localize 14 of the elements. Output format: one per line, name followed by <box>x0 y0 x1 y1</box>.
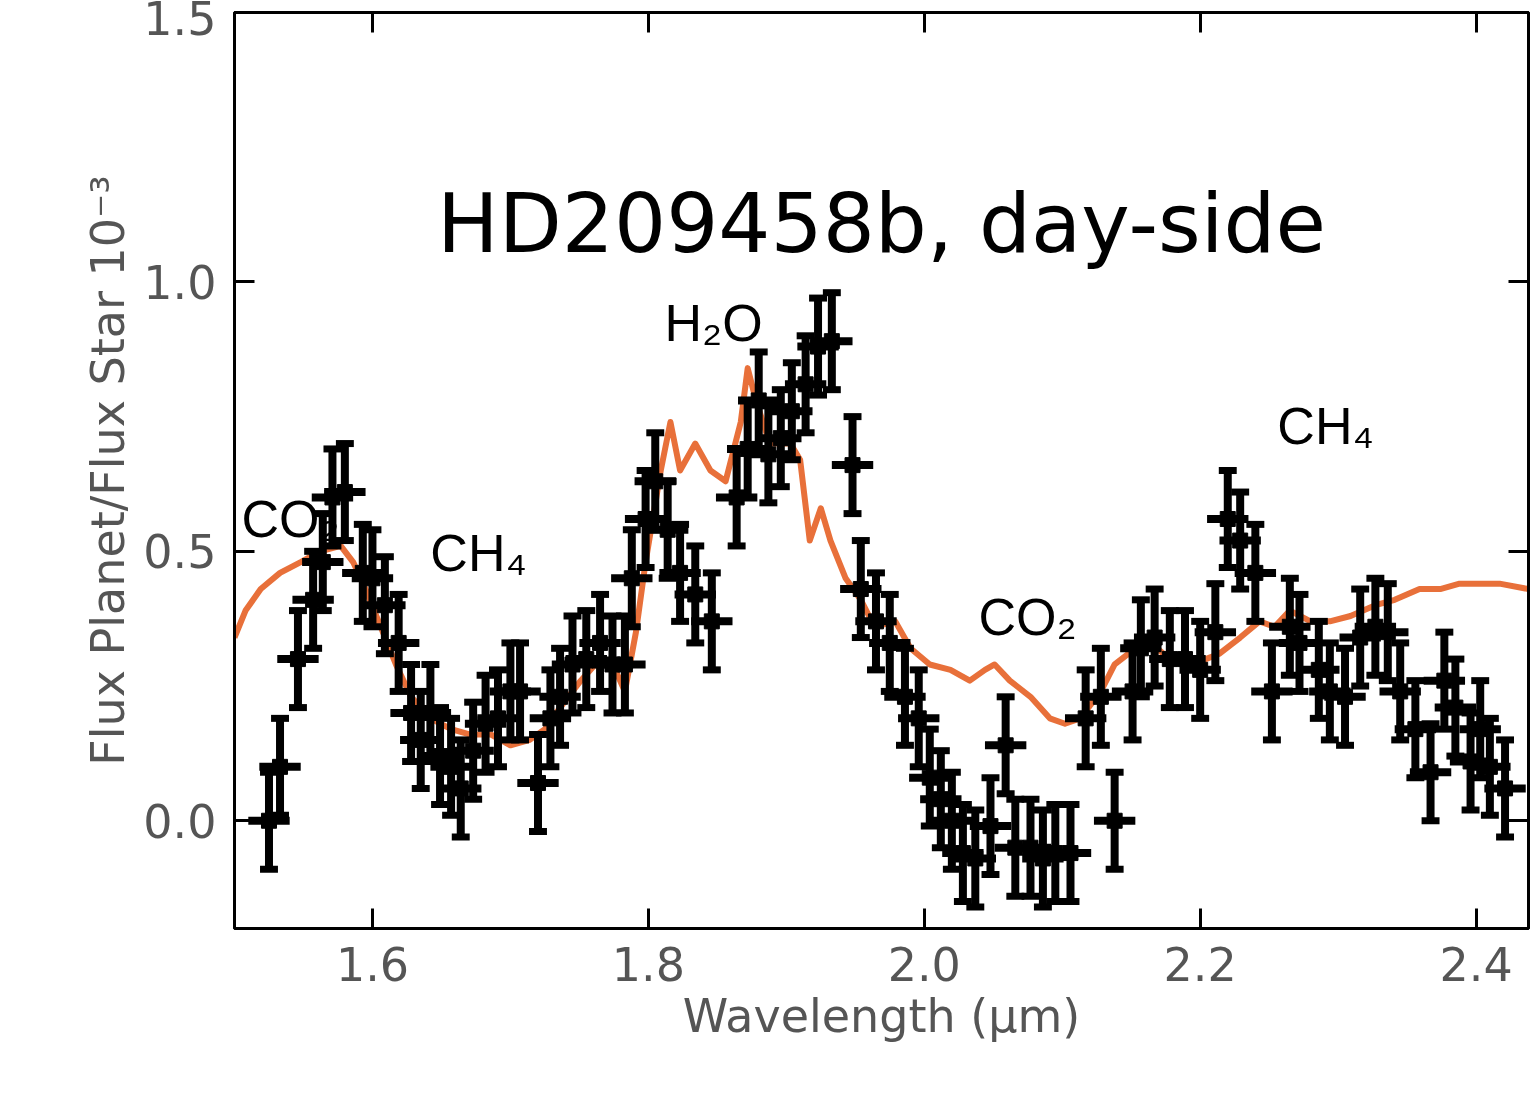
x-tick-label: 1.8 <box>611 937 685 992</box>
x-tick-label: 1.6 <box>335 937 410 992</box>
y-tick-label: 0.0 <box>143 794 217 849</box>
annotation: CH₄ <box>430 523 527 582</box>
y-tick-label: 1.0 <box>143 255 217 310</box>
x-tick-label: 2.2 <box>1163 937 1237 992</box>
y-tick-label: 0.5 <box>143 525 217 580</box>
annotation: CH₄ <box>1277 396 1374 455</box>
annotation: CO₂ <box>978 587 1077 646</box>
text: HD209458b, day-side <box>437 175 1327 271</box>
x-tick-label: 2.4 <box>1439 937 1513 992</box>
y-axis-title: Flux Planet/Flux Star 10⁻³ <box>81 175 136 766</box>
y-tick-label: 1.5 <box>143 0 217 46</box>
annotation: H₂O <box>664 293 763 352</box>
